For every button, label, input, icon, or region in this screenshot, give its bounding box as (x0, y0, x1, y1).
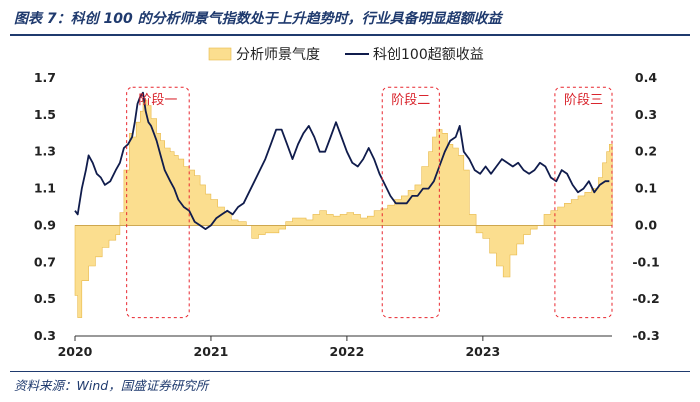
right-tick-label: -0.3 (632, 328, 659, 343)
stage-box-3 (554, 86, 613, 319)
legend-label-sentiment: 分析师景气度 (236, 47, 320, 63)
x-tick-label: 2022 (330, 344, 365, 359)
title-rule (10, 34, 690, 36)
stage-label-2: 阶段二 (391, 93, 430, 108)
x-tick-label: 2020 (58, 344, 93, 359)
source-rule (10, 371, 690, 372)
left-tick-label: 0.9 (34, 217, 56, 232)
source-note: 资料来源：Wind，国盛证券研究所 (14, 378, 209, 393)
excess-return-line (74, 91, 610, 231)
x-tick-label: 2021 (194, 344, 229, 359)
legend-label-excess: 科创100超额收益 (373, 47, 484, 63)
sentiment-area (74, 99, 613, 318)
legend-swatch-sentiment (208, 47, 232, 61)
right-tick-label: 0.3 (635, 107, 657, 122)
left-tick-label: 1.3 (34, 144, 56, 159)
left-tick-label: 1.7 (34, 70, 56, 85)
left-tick-label: 0.5 (34, 291, 56, 306)
left-tick-label: 0.3 (34, 328, 56, 343)
x-tick-label: 2023 (465, 344, 500, 359)
left-tick-label: 1.5 (34, 107, 56, 122)
right-tick-label: 0.0 (635, 217, 657, 232)
stage-box-2 (381, 86, 440, 319)
right-tick-label: 0.2 (635, 144, 657, 159)
stage-box-1 (126, 86, 190, 319)
stage-label-3: 阶段三 (564, 93, 603, 108)
right-tick-label: 0.4 (635, 70, 657, 85)
right-tick-label: -0.2 (632, 291, 659, 306)
stage-label-1: 阶段一 (138, 93, 177, 108)
right-tick-label: -0.1 (632, 254, 659, 269)
left-tick-label: 1.1 (34, 181, 56, 196)
figure-title: 图表 7：科创 100 的分析师景气指数处于上升趋势时，行业具备明显超额收益 (14, 11, 502, 27)
left-tick-label: 0.7 (34, 254, 56, 269)
right-tick-label: 0.1 (635, 181, 657, 196)
